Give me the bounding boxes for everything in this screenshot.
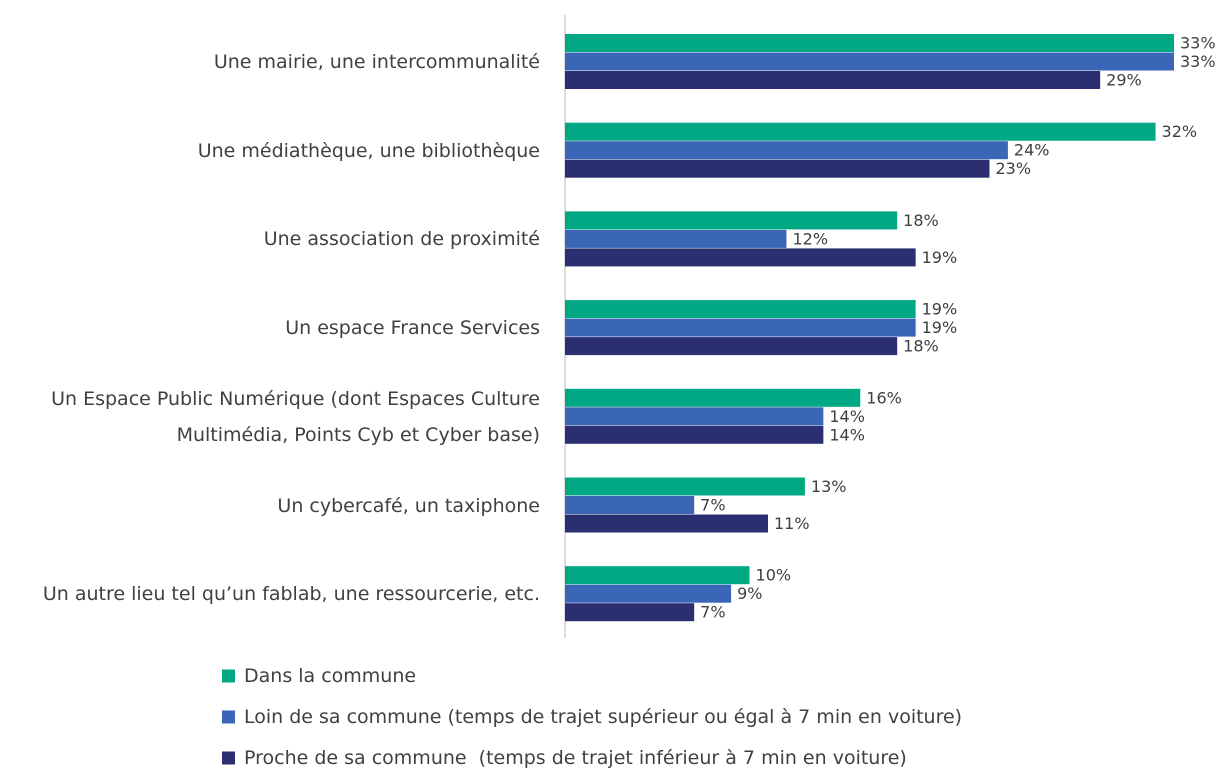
bar (565, 141, 1008, 160)
legend-label: Dans la commune (244, 665, 417, 687)
value-label: 12% (792, 229, 828, 248)
value-label: 29% (1106, 71, 1142, 90)
value-label: 18% (903, 211, 939, 230)
bar (565, 71, 1101, 89)
value-label: 10% (756, 566, 792, 585)
bar (565, 300, 916, 319)
bar (565, 159, 990, 178)
value-label: 16% (866, 388, 902, 407)
value-label: 24% (1014, 141, 1050, 160)
category-label: Une association de proximité (263, 228, 540, 251)
value-label: 14% (829, 425, 865, 444)
value-label: 11% (774, 514, 810, 533)
category-label: Un cybercafé, un taxiphone (277, 494, 540, 517)
category-label: Un espace France Services (285, 317, 540, 340)
value-label: 14% (829, 407, 865, 426)
legend-swatch (222, 669, 235, 683)
bar (565, 34, 1174, 52)
bar (565, 318, 916, 337)
bar (565, 122, 1156, 141)
value-label: 33% (1180, 34, 1216, 53)
bar (565, 425, 824, 444)
bar (565, 388, 861, 407)
bar (565, 407, 824, 426)
bar (565, 584, 732, 603)
value-label: 7% (700, 496, 725, 515)
value-label: 9% (737, 584, 762, 603)
value-label: 33% (1180, 52, 1216, 71)
bar (565, 229, 787, 248)
bar (565, 248, 916, 267)
bar (565, 337, 898, 356)
category-label: Un autre lieu tel qu’un fablab, une ress… (42, 583, 540, 606)
bar (565, 496, 695, 514)
value-label: 18% (903, 337, 939, 356)
legend-label: Proche de sa commune (temps de trajet in… (244, 747, 907, 769)
legend-swatch (222, 710, 235, 724)
value-label: 32% (1162, 122, 1198, 141)
bar (565, 211, 898, 230)
value-label: 19% (922, 248, 958, 267)
bar (565, 52, 1174, 71)
value-label: 13% (811, 477, 847, 496)
bar (565, 514, 768, 533)
bar (565, 603, 695, 622)
value-label: 23% (995, 159, 1031, 178)
legend-swatch (222, 751, 235, 765)
legend-label: Loin de sa commune (temps de trajet supé… (244, 706, 963, 728)
bar (565, 566, 750, 585)
value-label: 19% (922, 318, 958, 337)
bar (565, 477, 805, 496)
category-label: Une médiathèque, une bibliothèque (197, 139, 540, 162)
value-label: 7% (700, 603, 725, 622)
value-label: 19% (922, 300, 958, 319)
category-label: Un Espace Public Numérique (dont Espaces… (51, 387, 540, 446)
category-label: Une mairie, une intercommunalité (213, 51, 540, 73)
